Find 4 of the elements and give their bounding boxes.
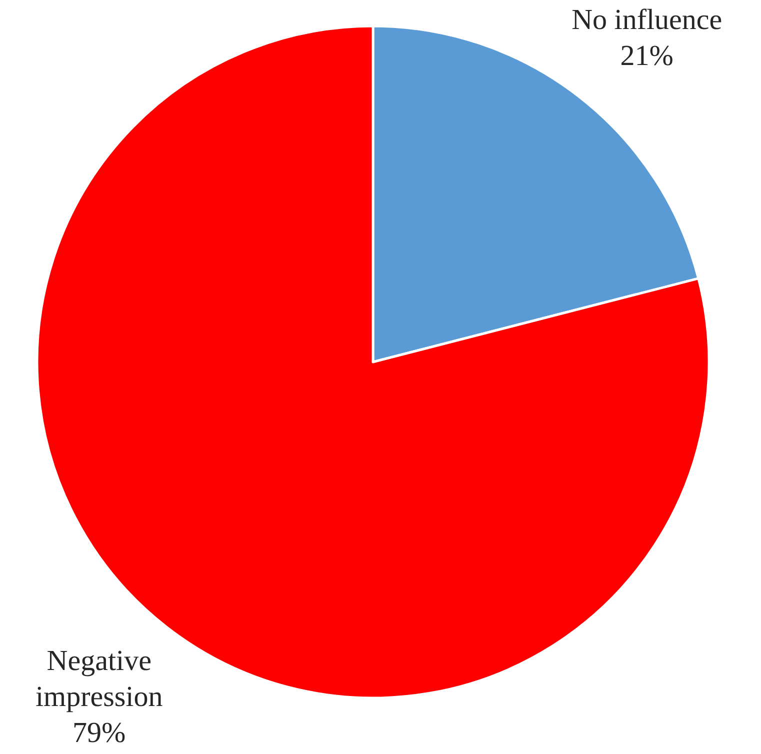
data-label: 79% (72, 717, 126, 750)
slice-label: Negative impression (35, 645, 164, 714)
slice-label: No influence (572, 4, 722, 36)
data-label: 21% (620, 40, 674, 72)
